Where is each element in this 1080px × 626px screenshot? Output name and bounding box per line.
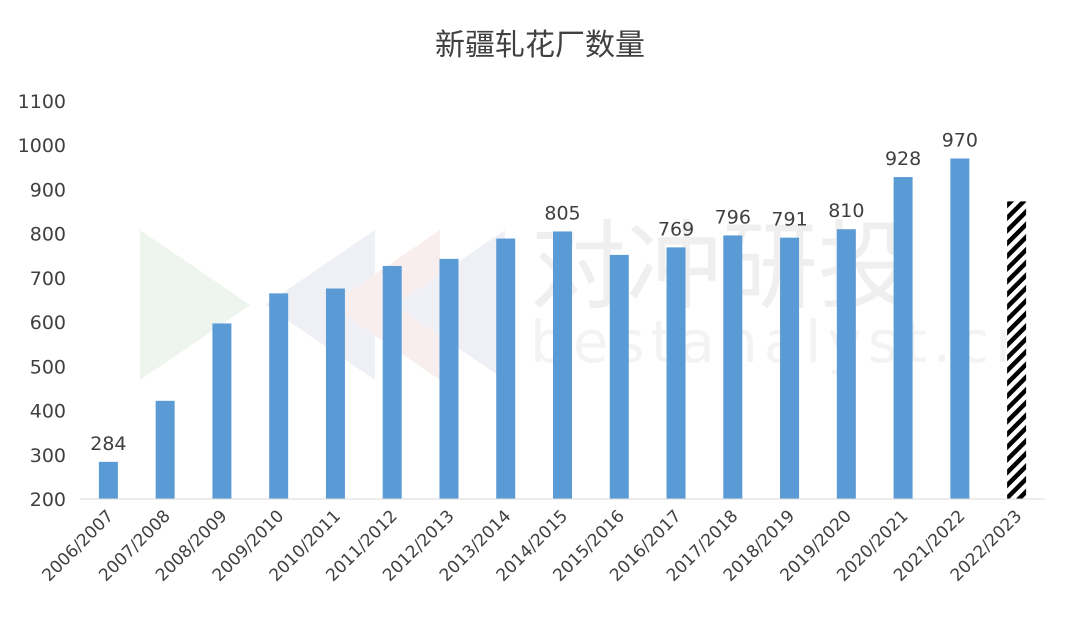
bar (269, 293, 289, 499)
y-tick-label: 300 (30, 445, 66, 467)
bar (950, 158, 970, 499)
bar (155, 400, 175, 499)
x-axis: 2006/20072007/20082008/20092009/20102010… (39, 498, 1045, 586)
data-label: 928 (885, 148, 921, 170)
bar (666, 247, 686, 499)
data-label: 769 (658, 218, 694, 240)
data-label: 791 (771, 209, 807, 231)
bar (98, 461, 118, 499)
watermark-logo-icon (140, 230, 250, 380)
bar (382, 265, 402, 499)
bar (496, 238, 516, 499)
bar (609, 254, 629, 499)
y-tick-label: 200 (30, 489, 66, 511)
bar (893, 177, 913, 499)
bar (780, 237, 800, 499)
data-label: 810 (828, 200, 864, 222)
y-tick-label: 600 (30, 312, 66, 334)
bar (553, 231, 572, 499)
y-tick-label: 500 (30, 356, 66, 378)
bar (439, 258, 459, 499)
bar (212, 323, 232, 499)
y-tick-label: 900 (30, 179, 66, 201)
y-tick-label: 400 (30, 401, 66, 423)
bar-hatched (1007, 201, 1027, 499)
data-label: 284 (90, 433, 126, 455)
y-tick-label: 1100 (18, 91, 66, 113)
bar (723, 235, 743, 500)
data-labels: 284 805 769 796 791 810 928 970 (90, 129, 978, 454)
watermark-logo-icon (265, 230, 375, 380)
data-label: 805 (544, 202, 580, 224)
y-tick-label: 1000 (18, 135, 66, 157)
y-axis: 200 300 400 500 600 700 800 900 1000 1100 (18, 91, 66, 511)
bars (98, 158, 1027, 500)
data-label: 796 (715, 206, 751, 228)
chart-title: 新疆轧花厂数量 (435, 28, 645, 63)
y-tick-label: 700 (30, 268, 66, 290)
bar (836, 229, 856, 499)
data-label: 970 (942, 129, 978, 151)
bar (325, 288, 345, 499)
y-tick-label: 800 (30, 224, 66, 246)
